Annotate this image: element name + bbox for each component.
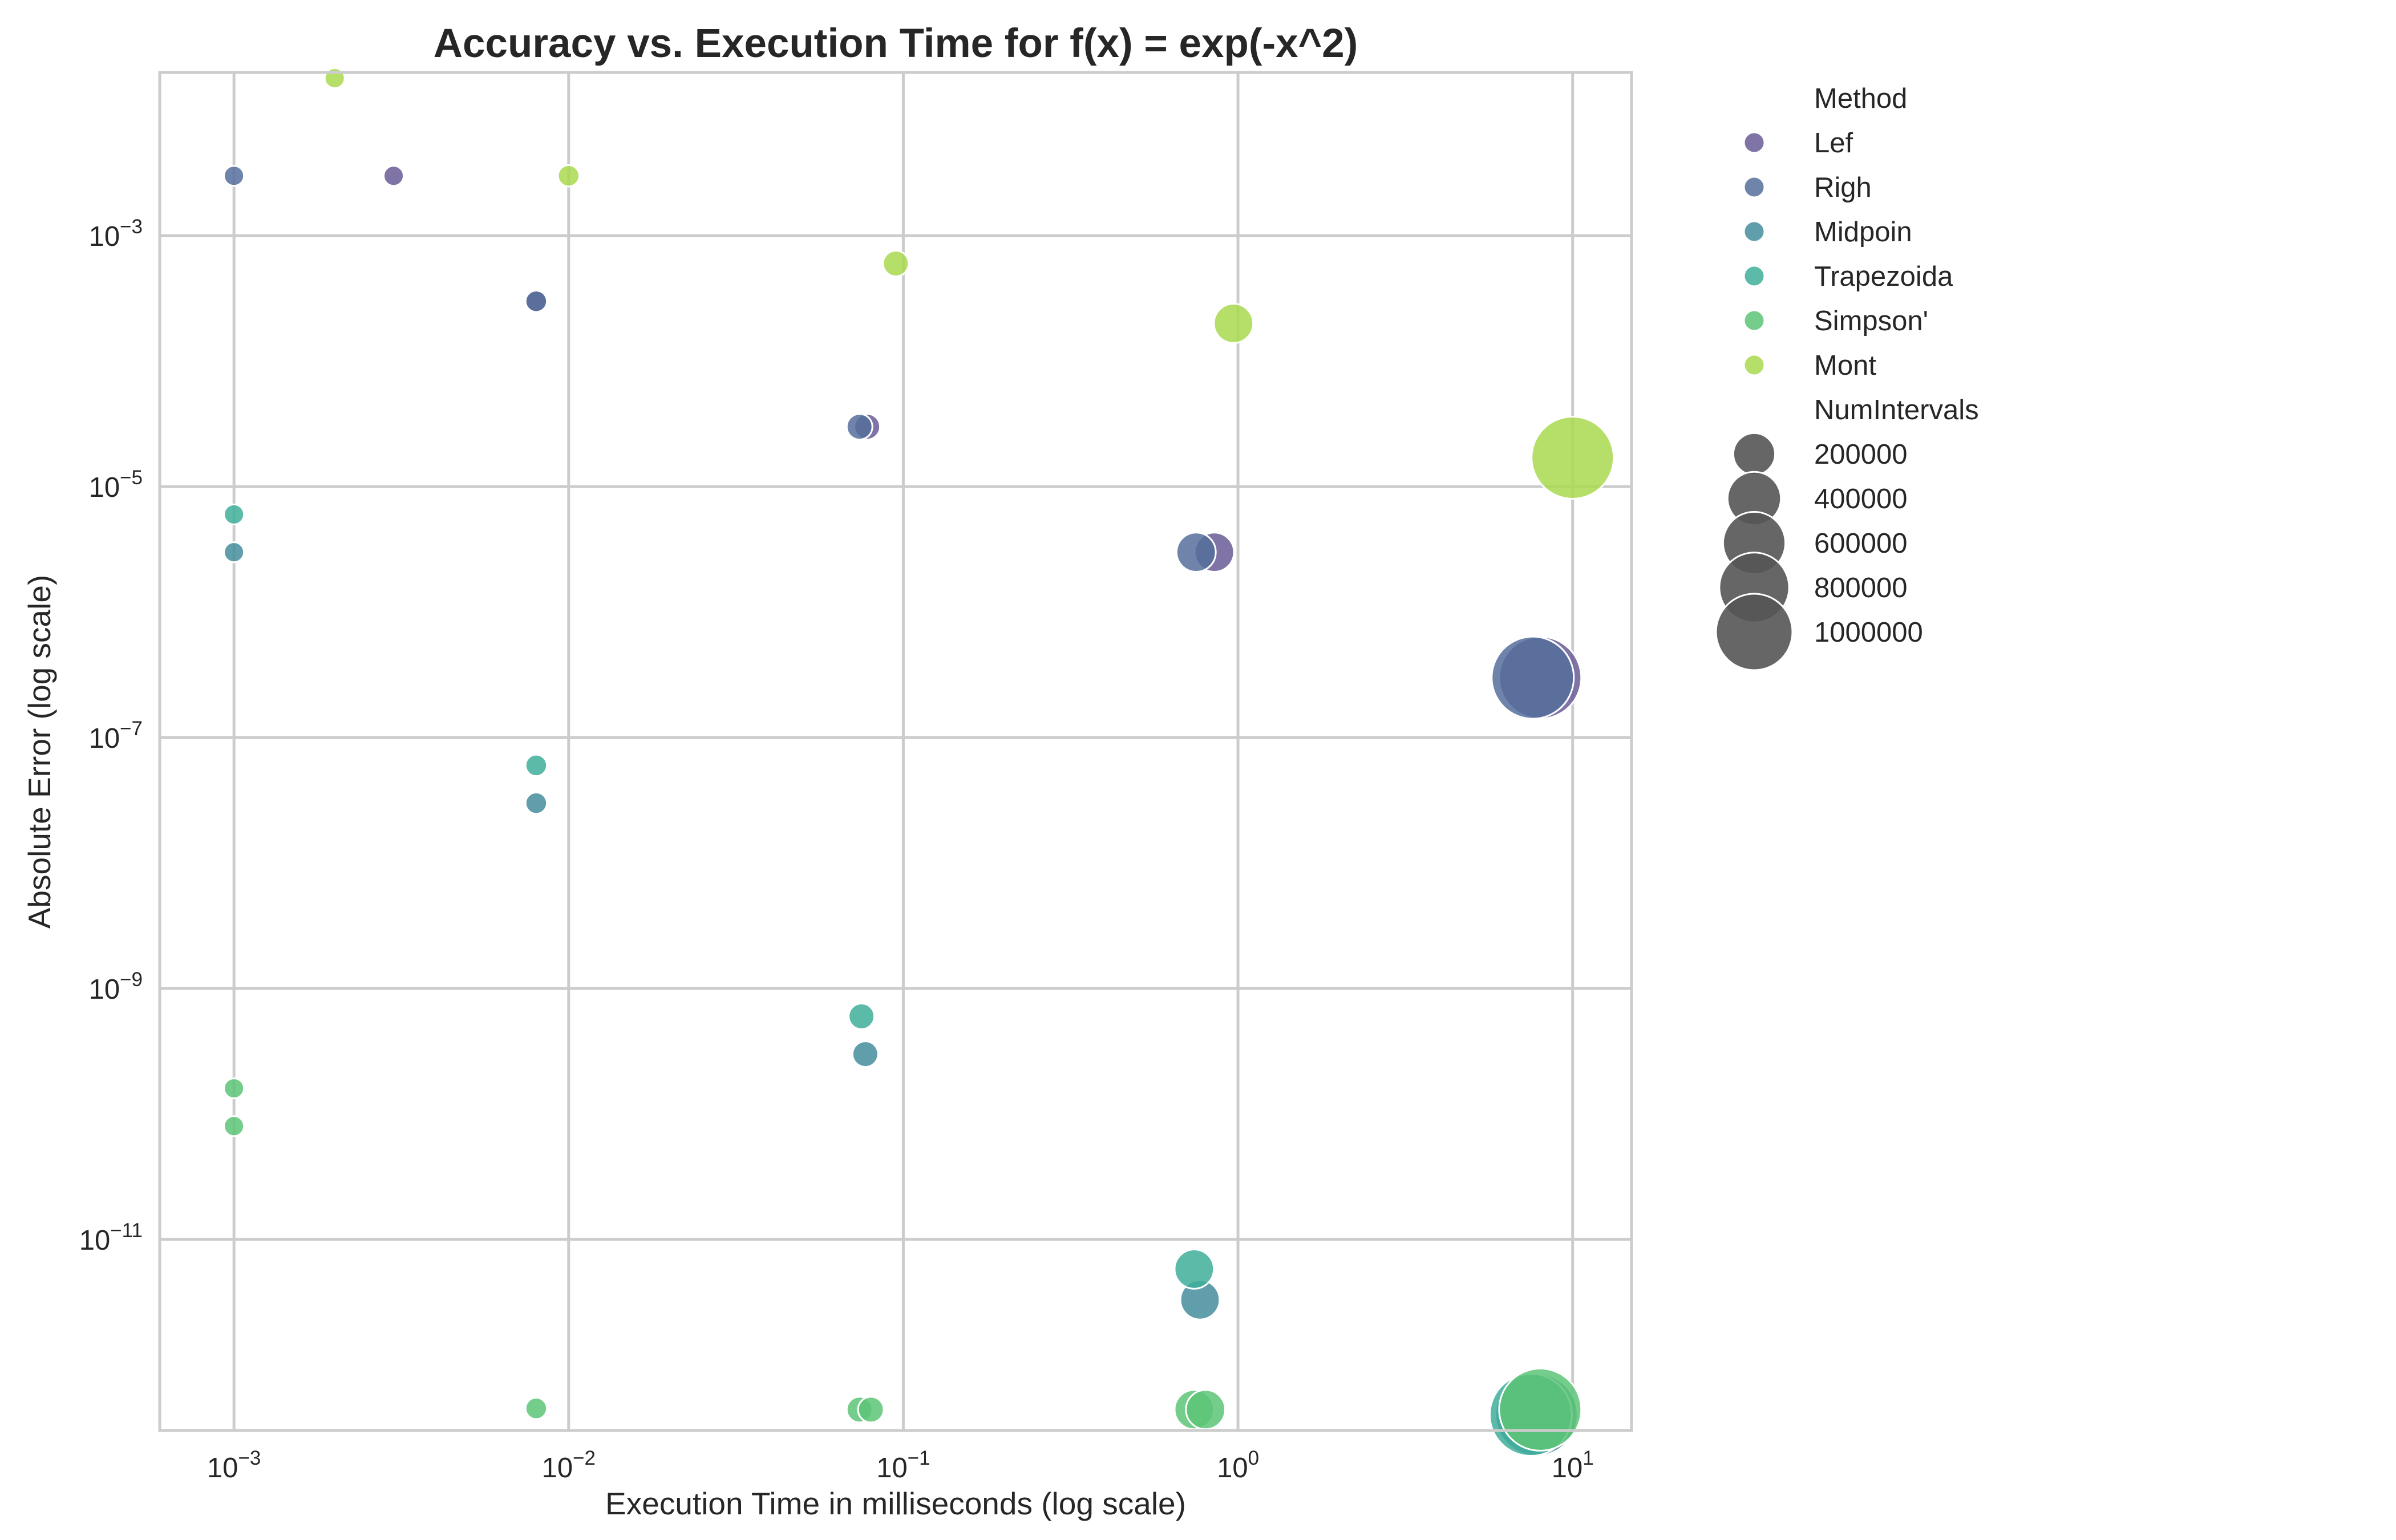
legend-size-marker: [1732, 432, 1776, 476]
y-tick-label: 10−11: [79, 1219, 143, 1256]
legend-marker: [1743, 131, 1766, 154]
legend-marker: [1743, 265, 1766, 287]
data-point: [524, 1397, 548, 1420]
legend-size-marker: [1715, 593, 1794, 671]
y-tick-label: 10−7: [89, 718, 143, 754]
chart-title: Accuracy vs. Execution Time for f(x) = e…: [434, 21, 1358, 66]
legend-marker: [1743, 220, 1766, 243]
data-point: [1185, 1389, 1227, 1430]
legend-entry: Lef: [1814, 128, 1853, 159]
legend-size-entry: 800000: [1814, 573, 1908, 603]
y-axis-label: Absolute Error (log scale): [22, 575, 57, 929]
x-tick-label: 10−1: [876, 1447, 930, 1484]
series-mont: [323, 67, 1615, 500]
y-tick-label: 10−3: [89, 216, 143, 252]
series-lef: [382, 165, 1583, 720]
data-point: [1173, 1249, 1215, 1290]
x-tick-label: 10−2: [542, 1447, 596, 1484]
legend-marker: [1743, 354, 1766, 376]
x-tick-label: 100: [1217, 1447, 1259, 1484]
points-layer: [223, 67, 1615, 1457]
x-tick-label: 10−3: [207, 1447, 261, 1484]
data-point: [857, 1396, 885, 1424]
data-point: [223, 1077, 245, 1100]
legend-entry: Mont: [1814, 350, 1876, 381]
legend-size-title: NumIntervals: [1814, 395, 1979, 425]
legend-entry: Righ: [1814, 172, 1872, 203]
legend-entry: Simpson': [1814, 306, 1928, 337]
legend-size-entry: 200000: [1814, 439, 1908, 470]
x-axis-label: Execution Time in milliseconds (log scal…: [605, 1486, 1186, 1521]
series-midpoin: [223, 541, 1579, 1457]
x-tick-label: 101: [1552, 1447, 1594, 1484]
legend-marker: [1743, 176, 1766, 198]
data-point: [524, 791, 548, 815]
data-point: [223, 1115, 245, 1137]
data-point: [223, 503, 245, 525]
x-tick-labels: 10−3 10−2 10−1 100 101: [207, 1447, 1594, 1484]
data-point: [524, 289, 548, 313]
data-point: [382, 165, 405, 187]
data-point: [851, 1040, 879, 1068]
plot-frame: [158, 71, 1633, 1432]
data-point: [845, 413, 873, 441]
legend-entry: Trapezoida: [1814, 261, 1953, 292]
series-righ: [223, 165, 1575, 720]
series-trapezoida: [223, 503, 1573, 1457]
data-point: [848, 1002, 876, 1030]
data-point: [882, 249, 910, 277]
data-point: [1531, 415, 1615, 500]
legend-hue-title: Method: [1814, 83, 1907, 114]
legend-size-entry: 400000: [1814, 484, 1908, 514]
data-point: [557, 164, 581, 188]
grid-layer: [160, 72, 1632, 1430]
y-tick-label: 10−5: [89, 467, 143, 503]
y-tick-labels: 10−3 10−5 10−7 10−9 10−11: [79, 216, 143, 1256]
data-point: [223, 541, 245, 564]
data-point: [1498, 1367, 1583, 1452]
legend-size-entry: 600000: [1814, 528, 1908, 559]
data-point: [223, 165, 245, 187]
legend-marker: [1743, 309, 1766, 332]
legend-entry: Midpoin: [1814, 217, 1912, 248]
legend: Method Lef Righ Midpoin Trapezoida Simpson' Mo…: [1715, 83, 1979, 671]
data-point: [524, 753, 548, 777]
data-point: [1491, 635, 1575, 720]
data-point: [1213, 303, 1254, 344]
data-point: [1175, 532, 1217, 573]
y-tick-label: 10−9: [89, 968, 143, 1005]
legend-size-entry: 1000000: [1814, 617, 1923, 648]
